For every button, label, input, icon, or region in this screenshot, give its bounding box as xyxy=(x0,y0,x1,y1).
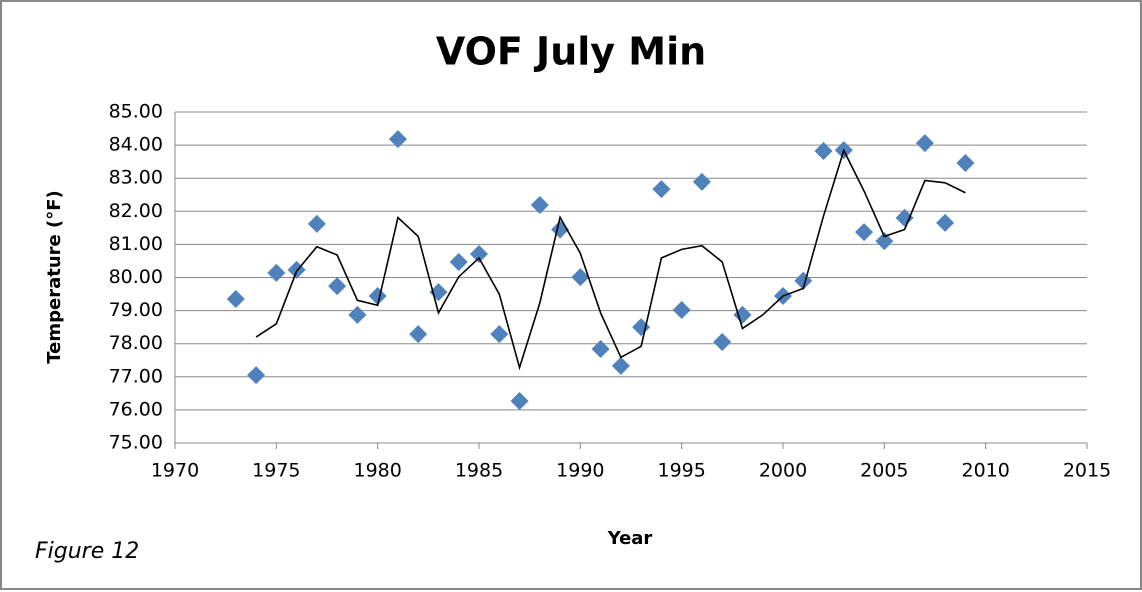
data-point xyxy=(247,366,266,385)
data-point xyxy=(348,305,367,324)
x-tick-label: 2015 xyxy=(1063,460,1111,482)
y-tick-label: 84.00 xyxy=(109,134,163,156)
x-axis-label: Year xyxy=(607,528,653,549)
x-tick-label: 1995 xyxy=(657,460,705,482)
x-tick-label: 2005 xyxy=(860,460,908,482)
y-tick-label: 82.00 xyxy=(109,200,163,222)
y-tick-label: 78.00 xyxy=(109,332,163,354)
data-point xyxy=(652,180,671,199)
figure-caption: Figure 12 xyxy=(35,539,139,564)
data-point xyxy=(490,325,509,344)
data-point xyxy=(470,244,488,263)
data-point xyxy=(895,208,914,227)
data-point xyxy=(267,263,286,282)
x-tick-label: 1975 xyxy=(252,460,300,482)
x-tick-label: 1985 xyxy=(455,460,503,482)
y-tick-label: 81.00 xyxy=(109,233,163,255)
data-point xyxy=(692,172,711,191)
data-point xyxy=(449,252,468,271)
data-point xyxy=(936,213,955,232)
y-tick-label: 79.00 xyxy=(109,299,163,321)
data-point xyxy=(855,223,874,242)
data-point xyxy=(956,153,975,172)
data-point xyxy=(875,232,894,251)
data-point xyxy=(368,287,387,306)
y-tick-label: 77.00 xyxy=(109,365,163,387)
x-tick-label: 1990 xyxy=(556,460,604,482)
data-point xyxy=(632,318,651,337)
x-tick-label: 1970 xyxy=(151,460,199,482)
data-point xyxy=(733,305,752,324)
data-point xyxy=(510,391,529,410)
x-tick-label: 1980 xyxy=(353,460,401,482)
data-point xyxy=(328,277,347,296)
data-point xyxy=(915,134,934,153)
y-tick-label: 80.00 xyxy=(109,266,163,288)
data-point xyxy=(814,142,833,161)
data-point xyxy=(713,333,732,352)
data-point xyxy=(794,271,813,290)
trend-line xyxy=(255,148,966,371)
data-point xyxy=(591,339,610,358)
y-tick-label: 83.00 xyxy=(109,167,163,189)
data-point xyxy=(530,196,549,215)
x-tick-label: 2000 xyxy=(759,460,807,482)
chart-title: VOF July Min xyxy=(436,30,706,74)
y-axis-label: Temperature (°F) xyxy=(44,190,65,364)
data-point xyxy=(307,214,326,233)
data-point xyxy=(226,290,245,309)
y-tick-label: 75.00 xyxy=(109,432,163,454)
x-tick-label: 2010 xyxy=(961,460,1009,482)
data-point xyxy=(672,300,691,319)
y-tick-label: 76.00 xyxy=(109,398,163,420)
data-point xyxy=(571,268,590,287)
data-point xyxy=(388,130,407,149)
data-point xyxy=(409,325,428,344)
y-tick-label: 85.00 xyxy=(109,101,163,123)
data-point xyxy=(611,356,630,375)
